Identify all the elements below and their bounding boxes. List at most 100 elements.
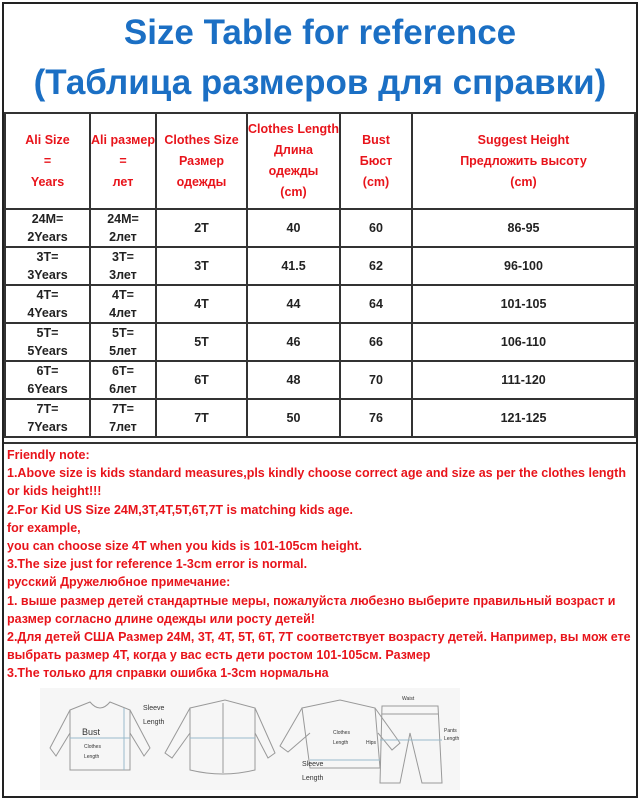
label-hips: Hips [366, 740, 377, 746]
cell-line: 6лет [109, 382, 137, 396]
label-sleeve: Sleeve [143, 705, 165, 712]
cell-line: = [43, 153, 52, 168]
table-cell: 3T= 3Years [4, 246, 91, 286]
friendly-notes: Friendly note: 1.Above size is kids stand… [4, 442, 636, 688]
table-cell: 6T [155, 360, 248, 400]
cell-line: 7Years [27, 420, 68, 434]
title-english: Size Table for reference [123, 13, 517, 52]
table-cell: 24M= 2лет [89, 208, 157, 248]
page-title: Size Table for reference (Таблица размер… [4, 4, 636, 110]
table-cell: 50 [246, 398, 341, 438]
label-sleeve-length-2: Length [302, 775, 324, 782]
note-line: 1. выше размер детей стандартные меры, п… [7, 593, 616, 626]
column-header: Clothes Size Размер одежды [155, 112, 248, 210]
cell-line: 24M= [31, 212, 64, 226]
table-cell: 3T [155, 246, 248, 286]
cell-line: 24M= [107, 212, 139, 226]
table-cell: 46 [246, 322, 341, 362]
column-header: Suggest Height Предложить высоту (cm) [411, 112, 636, 210]
cell-line: 4T= [36, 288, 59, 302]
column-header: Ali Size = Years [4, 112, 91, 210]
column-header: Ali размер = лет [89, 112, 157, 210]
cell-line: 6Years [27, 382, 68, 396]
note-line: 2.For Kid US Size 24M,3T,4T,5T,6T,7T is … [7, 502, 353, 517]
table-cell: 101-105 [411, 284, 636, 324]
table-cell: 24M= 2Years [4, 208, 91, 248]
table-row: 3T= 3Years 3T= 3лет 3T 41.5 62 96-100 [4, 246, 636, 286]
cell-line: 5T= [36, 326, 59, 340]
table-cell: 106-110 [411, 322, 636, 362]
cell-line: 4Years [27, 306, 68, 320]
cell-line: Ali Size [25, 132, 70, 147]
cell-line: = [119, 153, 127, 168]
table-cell: 40 [246, 208, 341, 248]
cell-line: Бюст [359, 153, 393, 168]
table-cell: 7T [155, 398, 248, 438]
cell-line: Clothes Size [164, 132, 239, 147]
note-line: 3.The size just for reference 1-3cm erro… [7, 557, 308, 572]
note-line: Friendly note: [7, 448, 90, 462]
cell-line: Clothes Length [248, 122, 339, 136]
table-row: 6T= 6Years 6T= 6лет 6T 48 70 111-120 [4, 360, 636, 400]
cell-line: 3T= [112, 250, 134, 264]
table-cell: 66 [339, 322, 413, 362]
cell-line: 7T= [112, 402, 134, 416]
cell-line: Предложить высоту [460, 153, 587, 168]
table-row: 24M= 2Years 24M= 2лет 2T 40 60 86-95 [4, 208, 636, 248]
cell-line: Длина одежды [268, 143, 319, 178]
cell-line: 2Years [27, 230, 68, 244]
table-cell: 4T= 4Years [4, 284, 91, 324]
title-russian: (Таблица размеров для справки) [33, 63, 607, 102]
cell-line: 3T= [36, 250, 59, 264]
raglan-drawing: Clothes Length Sleeve Length [279, 699, 401, 782]
label-sleeve-length: Length [143, 719, 165, 726]
table-cell: 6T= 6лет [89, 360, 157, 400]
table-cell: 7T= 7лет [89, 398, 157, 438]
table-cell: 62 [339, 246, 413, 286]
note-line: русский Дружелюбное примечание: [7, 575, 231, 590]
column-header: Clothes Length Длина одежды (cm) [246, 112, 341, 210]
table-cell: 70 [339, 360, 413, 400]
cell-line: Ali размер [91, 132, 155, 147]
table-cell: 5T= 5лет [89, 322, 157, 362]
table-row: 4T= 4Years 4T= 4лет 4T 44 64 101-105 [4, 284, 636, 324]
cell-line: 3Years [27, 268, 68, 282]
cell-line: 2лет [109, 230, 137, 244]
table-cell: 111-120 [411, 360, 636, 400]
label-clothes: Clothes [84, 744, 101, 750]
table-cell: 64 [339, 284, 413, 324]
cell-line: (cm) [362, 174, 390, 189]
cell-line: 3лет [109, 268, 137, 282]
note-line: 3.The только для справки ошибка 1-3cm но… [7, 666, 329, 681]
table-cell: 5T= 5Years [4, 322, 91, 362]
cell-line: Years [30, 174, 65, 189]
cell-line: 5лет [109, 344, 137, 358]
cell-line: 6T= [36, 364, 59, 378]
size-table: Ali Size = Years Ali размер = лет Clothes Size… [4, 112, 636, 438]
note-line: for example, [7, 520, 81, 535]
label-length-2: Length [333, 740, 349, 746]
label-length: Length [84, 754, 100, 760]
table-cell: 5T [155, 322, 248, 362]
measurement-diagram: Bust Clothes Length Sleeve Length Clothe… [40, 688, 460, 790]
cell-line: Bust [362, 132, 390, 147]
note-line: you can choose size 4T when you kids is … [7, 539, 362, 554]
table-cell: 41.5 [246, 246, 341, 286]
cell-line: Размер одежды [176, 153, 227, 189]
cell-line: 7T= [36, 402, 59, 416]
cell-line: (cm) [280, 185, 307, 199]
cell-line: 5T= [112, 326, 134, 340]
table-cell: 48 [246, 360, 341, 400]
table-cell: 44 [246, 284, 341, 324]
table-cell: 3T= 3лет [89, 246, 157, 286]
table-row: 5T= 5Years 5T= 5лет 5T 46 66 106-110 [4, 322, 636, 362]
cell-line: (cm) [510, 174, 537, 189]
table-cell: 76 [339, 398, 413, 438]
table-cell: 2T [155, 208, 248, 248]
note-line: 1.Above size is kids standard measures,p… [7, 466, 626, 499]
label-clothes-2: Clothes [333, 730, 350, 736]
note-line: 2.Для детей США Размер 24M, 3T, 4T, 5T, … [7, 630, 631, 663]
label-waist: Waist [402, 696, 415, 702]
cell-line: 4лет [109, 306, 137, 320]
